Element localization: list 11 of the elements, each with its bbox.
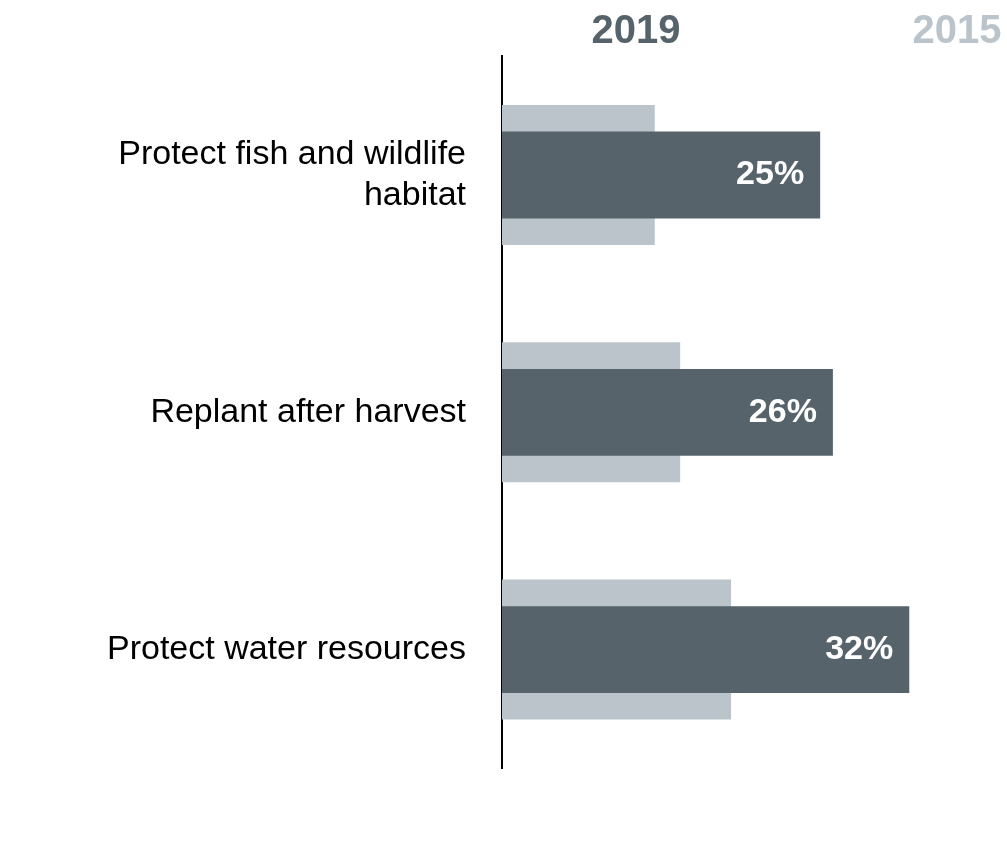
text: 2015 [912, 7, 1002, 52]
y-tick-label: Replant after harvest [150, 390, 467, 429]
bar [502, 368, 833, 456]
bar [502, 606, 910, 693]
data-label: 32% [825, 627, 894, 666]
data-label: 25% [736, 153, 805, 192]
bar [502, 131, 821, 219]
y-tick-label: Protect fish and wildlife habitat [118, 133, 467, 212]
y-tick-label: Protect water resources [106, 627, 466, 666]
text: 2019 [591, 7, 681, 52]
data-label: 26% [748, 390, 817, 429]
